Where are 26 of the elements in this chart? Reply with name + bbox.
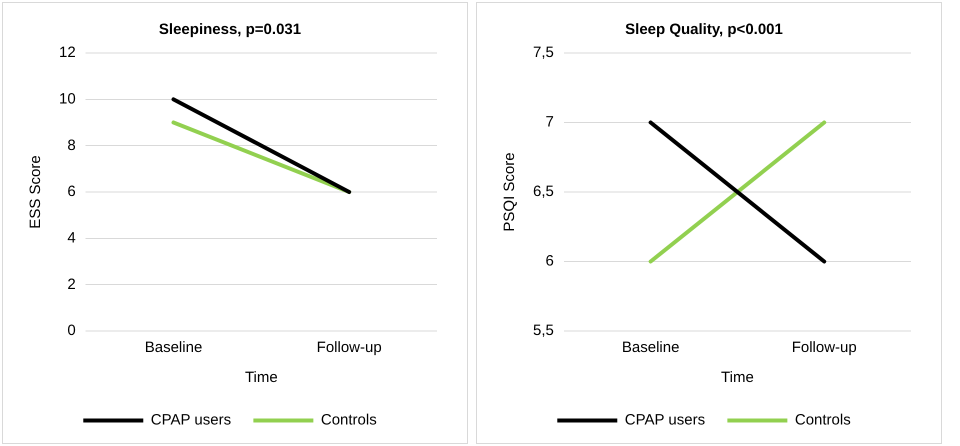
y-axis-title: ESS Score (27, 155, 44, 229)
y-tick-label: 2 (67, 276, 76, 293)
y-tick-label: 12 (58, 44, 76, 62)
x-axis-title: Time (244, 369, 278, 386)
y-tick-label: 5,5 (532, 322, 554, 340)
chart-title: Sleep Quality, p<0.001 (625, 21, 783, 38)
legend-label: Controls (794, 412, 851, 429)
y-tick-label: 6,5 (532, 183, 554, 200)
x-axis-title: Time (721, 369, 754, 386)
x-tick-label: Follow-up (316, 339, 382, 356)
chart-title: Sleepiness, p=0.031 (158, 21, 302, 38)
x-tick-label: Baseline (144, 339, 202, 356)
y-axis-title: PSQI Score (501, 152, 518, 232)
x-tick-label: Baseline (622, 339, 680, 356)
y-tick-label: 4 (67, 229, 76, 246)
y-tick-label: 6 (546, 252, 554, 270)
y-tick-label: 10 (58, 90, 76, 108)
legend-label: CPAP users (624, 412, 706, 429)
y-tick-label: 7,5 (532, 44, 554, 62)
y-tick-label: 7 (546, 114, 554, 131)
legend-label: Controls (320, 412, 377, 429)
y-tick-label: 8 (67, 136, 76, 154)
y-tick-label: 0 (67, 322, 76, 340)
legend-label: CPAP users (150, 412, 232, 429)
y-tick-label: 6 (67, 183, 76, 200)
x-tick-label: Follow-up (792, 339, 857, 356)
